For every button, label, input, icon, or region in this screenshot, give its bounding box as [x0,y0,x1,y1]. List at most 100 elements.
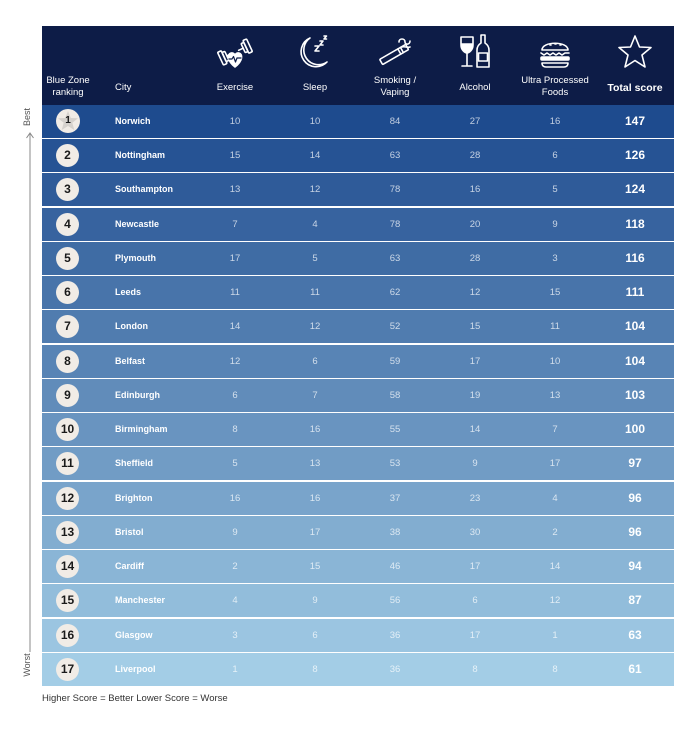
exercise-cell: 6 [232,389,238,401]
exercise-cell: 16 [229,492,241,504]
table-row: 4 Newcastle 7 4 78 20 9 118 [42,207,674,241]
upf-cell: 10 [549,355,561,367]
dumbbell-heart-icon [215,32,255,72]
rank-badge: 3 [56,178,79,202]
rank-badge: 15 [56,589,79,613]
sleep-cell: 12 [309,321,321,333]
upf-cell: 4 [552,492,558,504]
table-row: 5 Plymouth 17 5 63 28 3 116 [42,241,674,275]
smoking-cell: 55 [389,424,401,436]
best-label: Best [22,108,32,127]
smoking-cell: 46 [389,561,401,573]
city-cell: London [115,321,148,332]
alcohol-cell: 14 [469,424,481,436]
total-cell: 103 [624,387,646,402]
header-alcohol: Alcohol [459,82,491,93]
city-cell: Leeds [115,287,142,298]
total-cell: 63 [628,627,642,642]
exercise-cell: 13 [229,184,241,196]
upf-cell: 16 [549,116,561,127]
rank-badge: 17 [56,657,79,681]
sleep-cell: 10 [309,116,321,127]
alcohol-cell: 17 [469,629,481,641]
rank-badge: 2 [56,144,79,168]
city-cell: Bristol [115,526,144,537]
city-cell: Nottingham [115,150,165,161]
smoking-cell: 84 [389,116,401,127]
rank-badge: 8 [56,349,79,373]
upf-cell: 5 [552,184,558,196]
city-cell: Norwich [115,116,151,126]
alcohol-cell: 16 [469,184,481,196]
smoking-cell: 36 [389,629,401,641]
sleep-cell: 6 [312,355,318,367]
upf-cell: 11 [550,321,560,333]
worst-label: Worst [22,653,32,677]
table-row: 14 Cardiff 2 15 46 17 14 94 [42,550,674,584]
smoking-cell: 36 [389,663,401,675]
exercise-cell: 3 [232,629,238,641]
upf-cell: 14 [549,561,561,573]
total-cell: 97 [628,456,642,471]
exercise-cell: 1 [232,663,238,675]
alcohol-cell: 17 [469,355,481,367]
exercise-cell: 2 [232,561,238,573]
upf-cell: 13 [549,389,561,401]
table-row: 6 Leeds 11 11 62 12 15 111 [42,276,674,310]
rank-badge: 13 [56,520,79,544]
sleep-cell: 14 [309,150,321,162]
exercise-cell: 15 [229,150,241,162]
rank-badge: 9 [56,383,79,407]
sleep-cell: 8 [312,663,318,675]
table-row: 10 Birmingham 8 16 55 14 7 100 [42,413,674,447]
rank-badge: 16 [56,623,79,647]
smoking-cell: 38 [389,526,401,538]
city-cell: Cardiff [115,561,144,572]
total-cell: 126 [624,148,646,163]
total-cell: 118 [625,216,645,231]
smoking-cell: 58 [389,389,401,401]
alcohol-cell: 9 [472,458,478,470]
total-cell: 124 [624,182,646,197]
rank-badge: 5 [56,246,79,270]
rank-number: 1 [65,115,71,126]
sleep-cell: 6 [312,629,318,641]
total-cell: 100 [624,422,646,437]
alcohol-cell: 19 [469,389,481,401]
wine-glass-bottle-icon [455,32,495,72]
header-smoking: Smoking / Vaping [373,75,417,98]
smoking-cell: 56 [389,595,401,607]
header-sleep: Sleep [302,82,328,93]
header-upf: Ultra Processed Foods [521,75,589,98]
city-cell: Birmingham [115,424,168,435]
sleep-cell: 16 [309,492,321,504]
rank-badge: 7 [56,315,79,339]
exercise-cell: 12 [229,355,241,367]
sleep-cell: 4 [312,218,318,230]
cigarette-icon [375,32,415,72]
sleep-cell: 13 [309,458,321,470]
header-exercise: Exercise [216,82,254,93]
alcohol-cell: 28 [469,252,481,264]
sleep-cell: 17 [309,526,321,538]
total-cell: 96 [628,490,642,505]
smoking-cell: 53 [389,458,401,470]
smoking-cell: 63 [389,150,401,162]
sleep-cell: 15 [309,561,321,573]
moon-zzz-icon [295,32,335,72]
header-city: City [115,82,132,93]
table-row: 3 Southampton 13 12 78 16 5 124 [42,173,674,207]
exercise-cell: 7 [232,218,238,230]
alcohol-cell: 28 [469,150,481,162]
total-cell: 104 [624,319,646,334]
header-total: Total score [607,82,663,94]
rank-badge: 6 [56,281,79,305]
city-cell: Southampton [115,184,173,195]
city-cell: Brighton [115,492,153,503]
smoking-cell: 63 [389,252,401,264]
smoking-cell: 37 [389,492,401,504]
rank-star-badge: 1 [55,108,81,134]
table-row: 11 Sheffield 5 13 53 9 17 97 [42,447,674,481]
table-row: 15 Manchester 4 9 56 6 12 87 [42,584,674,618]
smoking-cell: 78 [389,184,401,196]
